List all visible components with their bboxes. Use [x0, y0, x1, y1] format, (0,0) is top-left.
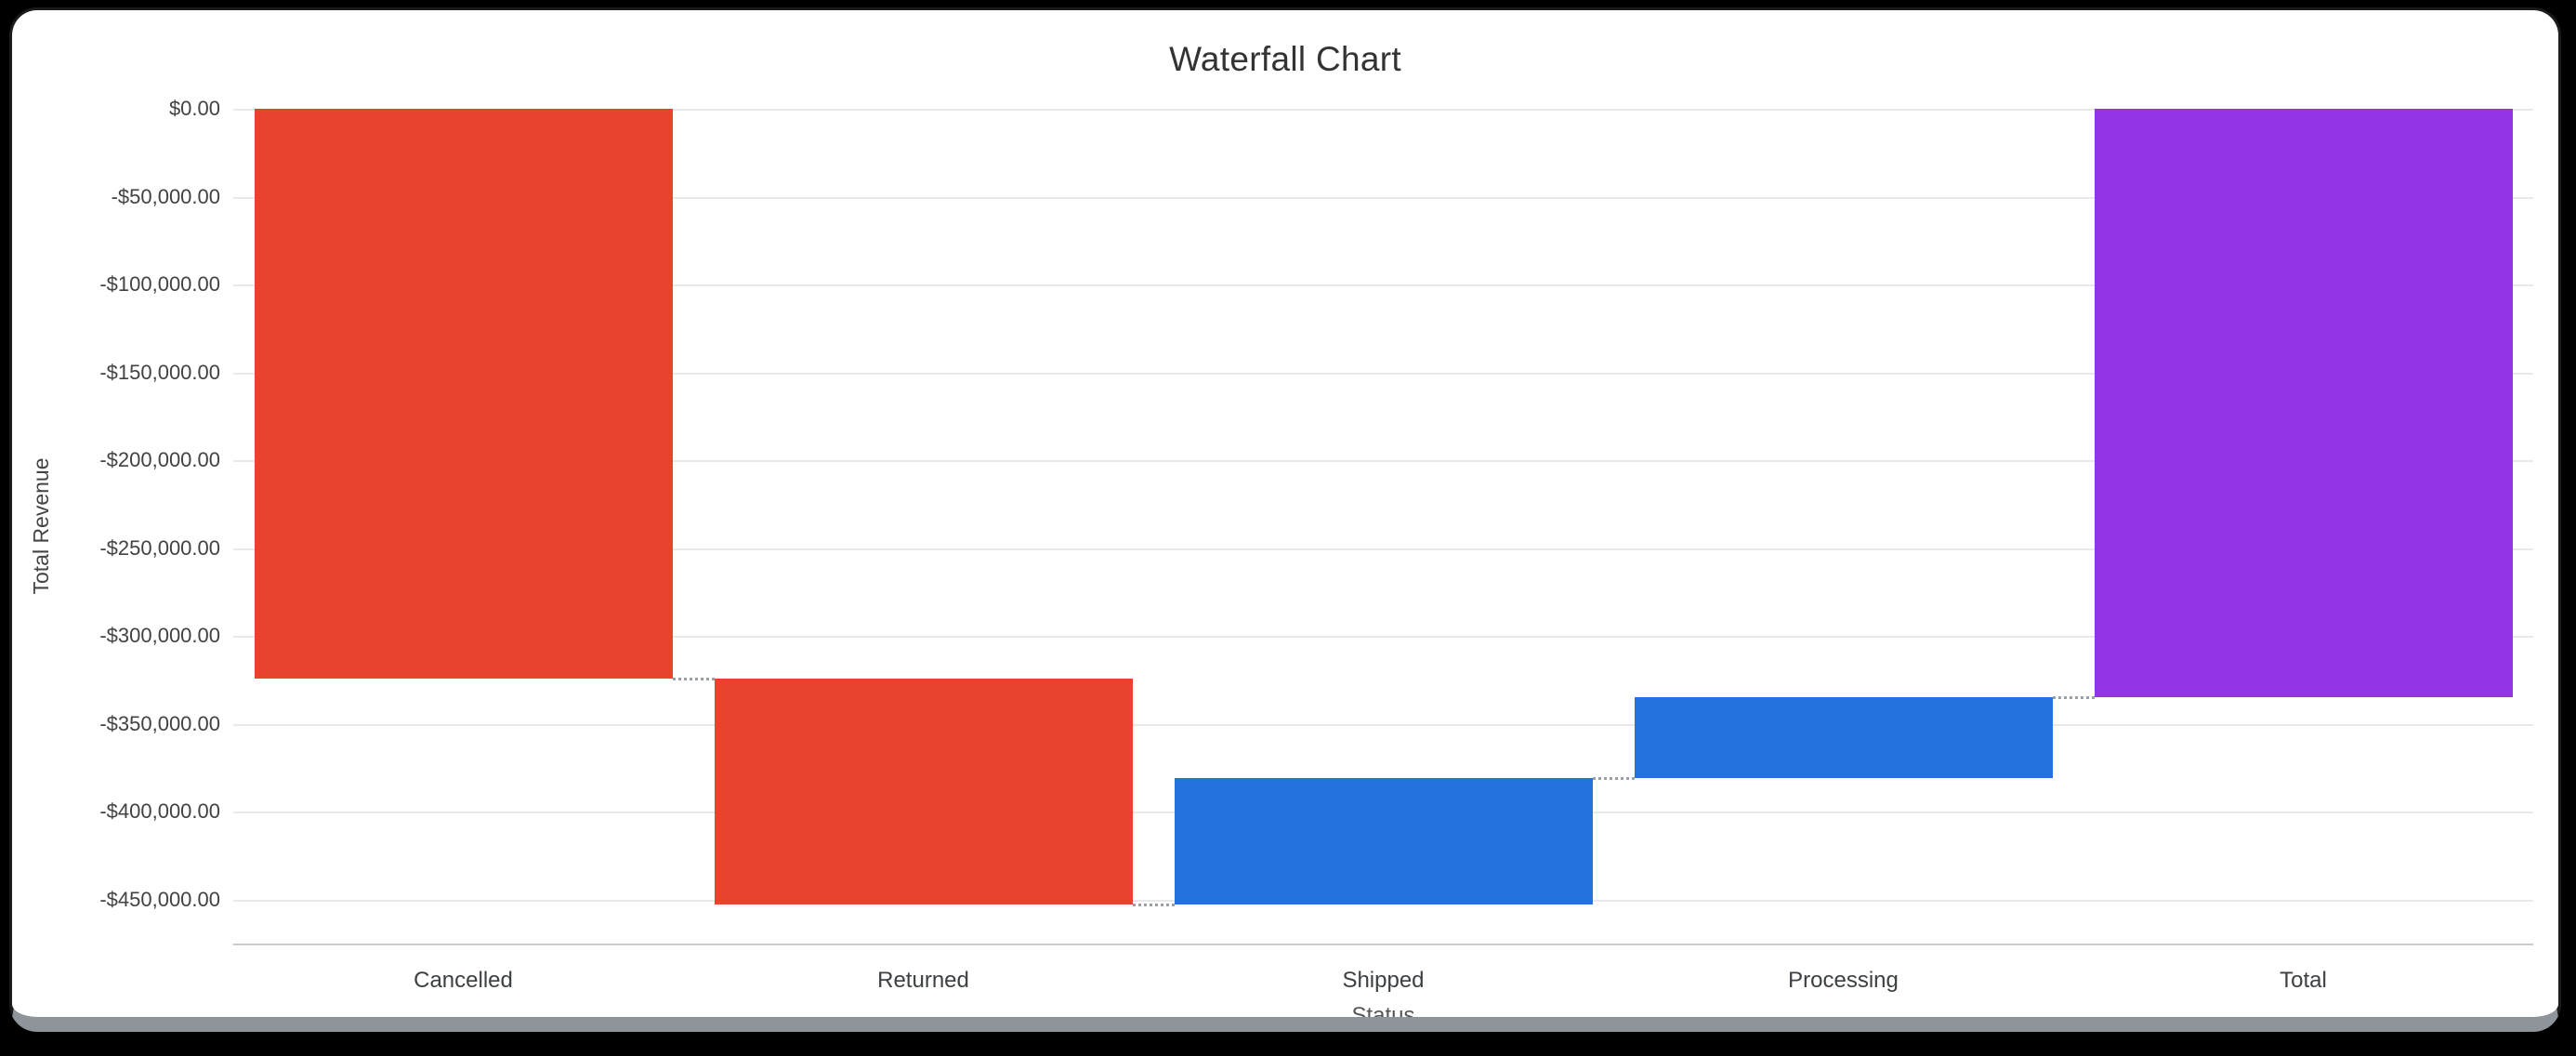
gridline [233, 548, 2533, 550]
x-axis-title: Status [1351, 1003, 1415, 1028]
gridline [233, 372, 2533, 375]
gridline [233, 460, 2533, 463]
waterfall-connector [2052, 696, 2095, 700]
x-category-label: Processing [1788, 968, 1899, 993]
y-tick-label: -$100,000.00 [99, 272, 220, 297]
y-tick-label: -$50,000.00 [111, 184, 220, 208]
bar-shipped[interactable] [1174, 778, 1593, 905]
y-tick-label: -$450,000.00 [99, 887, 220, 911]
y-tick-label: -$150,000.00 [99, 360, 220, 384]
y-tick-label: $0.00 [168, 97, 220, 120]
waterfall-connector [672, 677, 715, 680]
chart-card: Waterfall Chart Total Revenue $0.00 -$50,… [9, 7, 2561, 1032]
y-tick-label: -$350,000.00 [99, 711, 220, 735]
x-category-label: Cancelled [414, 968, 513, 993]
chart-title: Waterfall Chart [1169, 40, 1401, 78]
x-category-label: Total [2280, 968, 2327, 993]
waterfall-connector [1592, 777, 1635, 781]
bar-total[interactable] [2094, 109, 2513, 698]
y-tick-label: -$250,000.00 [99, 535, 220, 560]
y-tick-label: -$300,000.00 [99, 624, 220, 648]
x-category-label: Returned [877, 968, 969, 993]
gridline [233, 284, 2533, 287]
waterfall-connector [1132, 904, 1175, 907]
bar-cancelled[interactable] [254, 109, 673, 679]
y-axis-title: Total Revenue [29, 457, 53, 595]
gridline [233, 636, 2533, 639]
gridline [233, 196, 2533, 199]
bar-processing[interactable] [1634, 697, 2053, 779]
x-category-label: Shipped [1342, 968, 1425, 993]
bar-returned[interactable] [714, 678, 1133, 905]
plot-area: $0.00 -$50,000.00 -$100,000.00 -$150,000.00… [99, 97, 2533, 993]
y-tick-label: -$400,000.00 [99, 799, 220, 824]
gridline [233, 109, 2533, 111]
gridline [233, 723, 2533, 726]
y-tick-label: -$200,000.00 [99, 448, 220, 472]
